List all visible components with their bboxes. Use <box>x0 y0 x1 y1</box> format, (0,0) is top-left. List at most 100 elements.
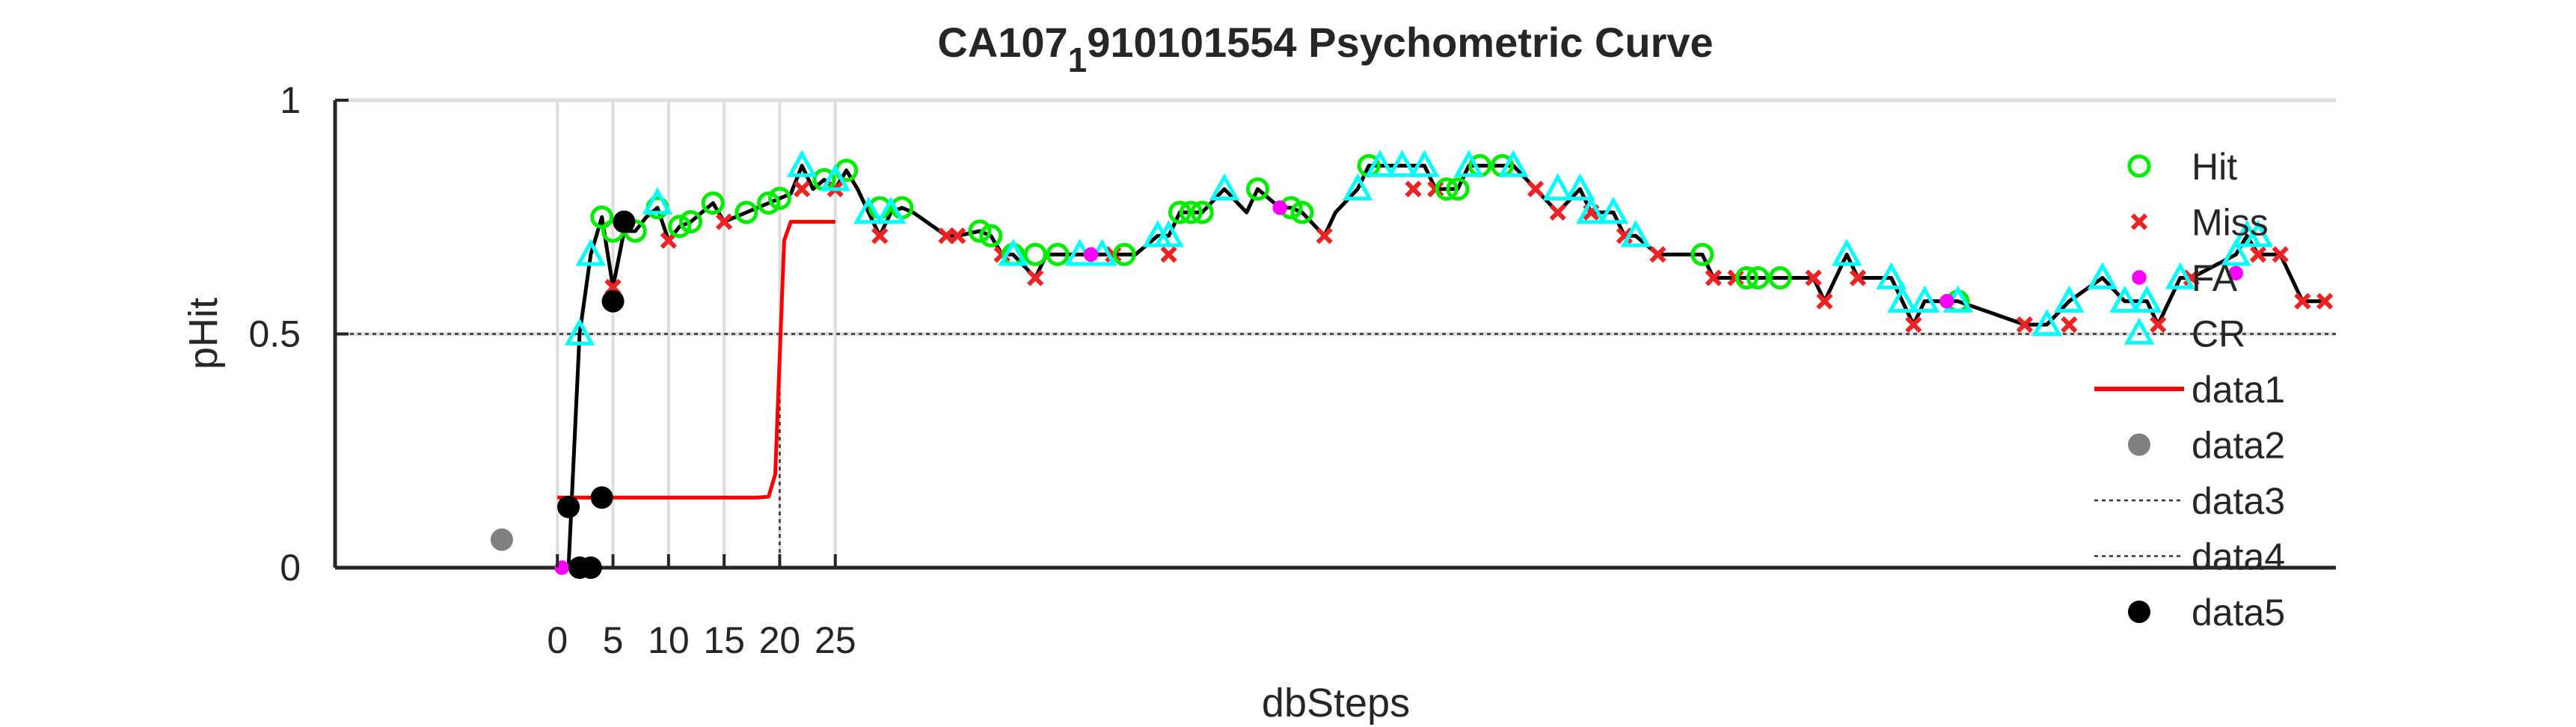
cr-point <box>1887 285 1918 313</box>
cr-point <box>1209 173 1240 201</box>
legend-item-data4: data4 <box>2094 536 2285 578</box>
hit-point <box>767 186 791 210</box>
cr-point <box>1542 173 1573 201</box>
hit-point <box>1112 242 1136 266</box>
legend-marker <box>2128 601 2150 623</box>
legend-item-data5: data5 <box>2128 592 2285 634</box>
miss-point <box>1316 227 1333 245</box>
legend-item-data2: data2 <box>2128 425 2285 467</box>
legend: Hit Miss FA CR data1 data2 data3 data4 data5 <box>2094 146 2285 634</box>
hit-point <box>1179 200 1203 224</box>
hit-point <box>1046 242 1070 266</box>
hit-point <box>679 210 703 233</box>
miss-point <box>1527 180 1545 197</box>
legend-marker <box>2127 154 2151 178</box>
legend-label: Hit <box>2192 146 2237 188</box>
legend-item-cr: CR <box>2123 313 2245 355</box>
cr-point <box>642 187 673 215</box>
legend-marker <box>2132 270 2147 285</box>
data5-point <box>590 486 613 509</box>
x-tick-label: 0 <box>547 619 568 661</box>
cr-point <box>1409 150 1440 177</box>
miss-point <box>1549 203 1566 221</box>
legend-item-miss: Miss <box>2130 202 2269 244</box>
legend-item-fa: FA <box>2132 257 2238 299</box>
miss-point <box>1160 246 1177 263</box>
legend-item-data3: data3 <box>2094 480 2285 522</box>
legend-label: FA <box>2192 257 2238 299</box>
legend-item-data1: data1 <box>2094 369 2285 411</box>
cr-point <box>1453 150 1485 177</box>
fa-point <box>1272 200 1287 215</box>
y-tick-label: 0.5 <box>248 313 301 355</box>
cr-point <box>853 196 884 224</box>
data5-point <box>613 210 636 233</box>
data-series <box>490 150 2334 579</box>
miss-point <box>2183 269 2200 286</box>
miss-point <box>2316 292 2334 310</box>
cr-point <box>2109 285 2140 313</box>
chart-title-subscript: 1 <box>1068 40 1088 79</box>
x-tick-label: 5 <box>603 619 624 661</box>
miss-point <box>1027 269 1044 286</box>
cr-point <box>1342 173 1373 201</box>
miss-point <box>1405 180 1422 197</box>
hit-point <box>701 191 725 215</box>
legend-item-hit: Hit <box>2127 146 2237 188</box>
data5-point <box>557 495 580 518</box>
hit-point <box>1746 266 1770 289</box>
hit-point <box>1690 242 1714 266</box>
cr-point <box>2132 285 2162 313</box>
data5-point <box>579 556 602 579</box>
cr-point <box>1831 239 1862 266</box>
cr-point <box>2242 220 2274 248</box>
cr-point <box>1153 220 1184 248</box>
miss-point <box>1616 227 1634 245</box>
miss-point <box>1849 269 1867 286</box>
miss-point <box>794 180 811 197</box>
legend-label: CR <box>2192 313 2245 355</box>
miss-point <box>660 232 677 249</box>
hit-point <box>1168 200 1192 224</box>
miss-point <box>716 213 733 230</box>
x-tick-label: 15 <box>703 619 745 661</box>
cr-point <box>998 239 1028 266</box>
cr-point <box>786 150 818 177</box>
cr-point <box>1364 150 1396 177</box>
cr-point <box>2165 262 2196 289</box>
legend-label: Miss <box>2192 202 2269 244</box>
miss-point <box>2150 316 2167 334</box>
cr-point <box>1598 196 1629 224</box>
y-tick-label: 0 <box>280 547 301 589</box>
miss-point <box>1649 246 1666 263</box>
legend-label: data3 <box>2192 480 2285 522</box>
cr-point <box>1620 220 1651 248</box>
hit-point <box>1768 266 1792 289</box>
fa-point <box>1083 247 1099 262</box>
cr-point <box>1909 285 1940 313</box>
x-tick-label: 10 <box>648 619 690 661</box>
hit-point <box>1435 177 1459 201</box>
data5-point <box>601 289 625 313</box>
hit-point <box>590 205 614 229</box>
cr-point <box>820 164 850 191</box>
miss-point <box>949 227 966 245</box>
legend-marker <box>2130 213 2148 230</box>
miss-point <box>2016 316 2034 334</box>
hit-point <box>668 215 692 239</box>
fa-point <box>1939 294 1954 309</box>
chart-title-main: CA107 <box>937 19 1067 66</box>
cr-point <box>1498 150 1529 177</box>
miss-point <box>1816 292 1833 310</box>
hit-point <box>979 224 1003 248</box>
legend-marker <box>2128 433 2150 456</box>
y-tick-label: 1 <box>280 79 301 121</box>
cr-point <box>564 318 595 346</box>
legend-label: data4 <box>2192 536 2285 578</box>
hit-point <box>1735 266 1758 289</box>
fa-point <box>2228 266 2243 280</box>
miss-point <box>871 227 889 245</box>
hit-point <box>968 219 992 243</box>
